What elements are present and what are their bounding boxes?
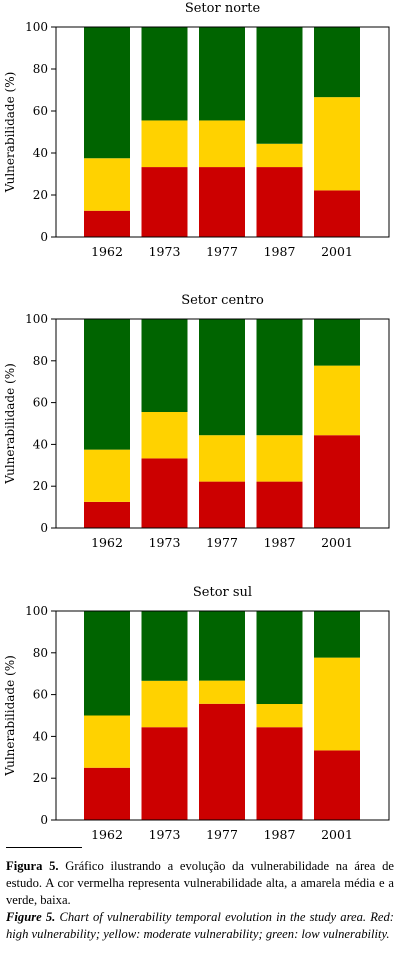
bar-segment-low-2001 xyxy=(314,319,360,366)
x-tick-label: 1987 xyxy=(264,535,296,550)
x-tick-label: 1973 xyxy=(149,827,181,842)
x-tick-label: 2001 xyxy=(321,535,353,550)
charts-figure: Setor norte 1962 1973 1977 1987 2001 0 20 40 60 80… xyxy=(3,1,390,842)
plot-frame xyxy=(55,610,390,821)
x-tick-label: 1962 xyxy=(91,535,123,550)
bar-segment-low-1962 xyxy=(84,319,130,450)
figure-caption: Figura 5. Gráfico ilustrando a evolução … xyxy=(6,858,394,943)
y-axis-label: Vulnerabilidade (%) xyxy=(3,363,17,485)
plot-frame xyxy=(55,26,390,238)
bar-segment-high-2001 xyxy=(314,190,360,237)
bar-segment-high-2001 xyxy=(314,750,360,820)
bar-segment-moderate-1987 xyxy=(256,143,303,168)
x-tick-label: 2001 xyxy=(321,244,353,259)
bar-segment-low-1973 xyxy=(141,611,188,681)
plot-frame xyxy=(55,318,390,529)
y-tick-label: 100 xyxy=(25,20,48,34)
bar-segment-moderate-1987 xyxy=(256,435,303,482)
x-tick-label: 1977 xyxy=(206,827,238,842)
caption-english: Figure 5. Chart of vulnerability tempora… xyxy=(6,909,394,943)
bar-segment-moderate-1977 xyxy=(199,680,245,704)
bar-segment-low-1987 xyxy=(256,27,303,144)
y-tick-label: 0 xyxy=(40,230,48,244)
bar-segment-moderate-1962 xyxy=(84,715,130,768)
bar-segment-moderate-1973 xyxy=(141,680,188,728)
x-tick-label: 1962 xyxy=(91,244,123,259)
bar-segment-high-1977 xyxy=(199,481,245,528)
y-tick-label: 20 xyxy=(33,771,48,785)
bar-segment-low-1987 xyxy=(256,319,303,436)
bar-segment-high-1962 xyxy=(84,210,130,237)
bar-segment-moderate-1987 xyxy=(256,704,303,728)
y-tick-label: 80 xyxy=(33,646,48,660)
bar-segment-high-1977 xyxy=(199,167,245,237)
bar-segment-high-1973 xyxy=(141,727,188,820)
caption-en-label: Figure 5. xyxy=(6,910,56,924)
bar-segment-low-1987 xyxy=(256,611,303,705)
y-tick-label: 40 xyxy=(33,437,48,451)
bar-segment-moderate-2001 xyxy=(314,657,360,751)
x-tick-label: 1977 xyxy=(206,535,238,550)
bar-segment-high-1973 xyxy=(141,167,188,237)
bar-segment-moderate-1973 xyxy=(141,412,188,459)
y-tick-label: 100 xyxy=(25,312,48,326)
chart-title: Setor centro xyxy=(181,293,264,308)
x-tick-label: 2001 xyxy=(321,827,353,842)
bar-segment-low-1973 xyxy=(141,319,188,413)
y-tick-label: 0 xyxy=(40,813,48,827)
y-tick-label: 40 xyxy=(33,146,48,160)
x-tick-label: 1987 xyxy=(264,827,296,842)
bar-segment-low-2001 xyxy=(314,611,360,658)
bar-segment-moderate-1973 xyxy=(141,120,188,168)
bar-segment-high-1973 xyxy=(141,458,188,528)
y-tick-label: 80 xyxy=(33,62,48,76)
caption-pt-text: Gráfico ilustrando a evolução da vulnera… xyxy=(6,859,394,907)
bar-segment-moderate-2001 xyxy=(314,97,360,191)
x-tick-label: 1987 xyxy=(264,244,296,259)
bar-segment-low-2001 xyxy=(314,27,360,98)
caption-rule xyxy=(6,847,82,848)
x-tick-label: 1973 xyxy=(149,535,181,550)
y-tick-label: 60 xyxy=(33,104,48,118)
caption-portuguese: Figura 5. Gráfico ilustrando a evolução … xyxy=(6,858,394,909)
y-tick-label: 60 xyxy=(33,688,48,702)
bar-segment-low-1977 xyxy=(199,27,245,121)
bar-segment-high-1987 xyxy=(256,727,303,820)
bar-segment-moderate-2001 xyxy=(314,365,360,436)
bar-segment-low-1962 xyxy=(84,27,130,159)
x-tick-label: 1962 xyxy=(91,827,123,842)
y-tick-label: 80 xyxy=(33,354,48,368)
y-tick-label: 20 xyxy=(33,479,48,493)
y-axis-label: Vulnerabilidade (%) xyxy=(3,72,17,194)
bar-segment-high-1987 xyxy=(256,481,303,528)
bar-segment-moderate-1962 xyxy=(84,449,130,502)
x-tick-label: 1977 xyxy=(206,244,238,259)
y-tick-label: 100 xyxy=(25,604,48,618)
bar-segment-high-2001 xyxy=(314,435,360,528)
bar-segment-low-1973 xyxy=(141,27,188,121)
bar-segment-moderate-1962 xyxy=(84,158,130,211)
y-axis-label: Vulnerabilidade (%) xyxy=(3,655,17,777)
bar-segment-high-1987 xyxy=(256,167,303,237)
chart-title: Setor norte xyxy=(185,1,261,16)
caption-pt-label: Figura 5. xyxy=(6,859,59,873)
bar-segment-low-1977 xyxy=(199,319,245,436)
y-tick-label: 40 xyxy=(33,729,48,743)
y-tick-label: 0 xyxy=(40,521,48,535)
bar-segment-high-1977 xyxy=(199,703,245,820)
y-tick-label: 20 xyxy=(33,188,48,202)
y-tick-label: 60 xyxy=(33,396,48,410)
bar-segment-high-1962 xyxy=(84,501,130,528)
bar-segment-low-1977 xyxy=(199,611,245,681)
x-tick-label: 1973 xyxy=(149,244,181,259)
chart-title: Setor sul xyxy=(193,585,252,600)
bar-segment-moderate-1977 xyxy=(199,435,245,482)
bar-segment-low-1962 xyxy=(84,611,130,716)
bar-segment-high-1962 xyxy=(84,767,130,820)
bar-segment-moderate-1977 xyxy=(199,120,245,168)
caption-en-text: Chart of vulnerability temporal evolutio… xyxy=(6,910,394,941)
